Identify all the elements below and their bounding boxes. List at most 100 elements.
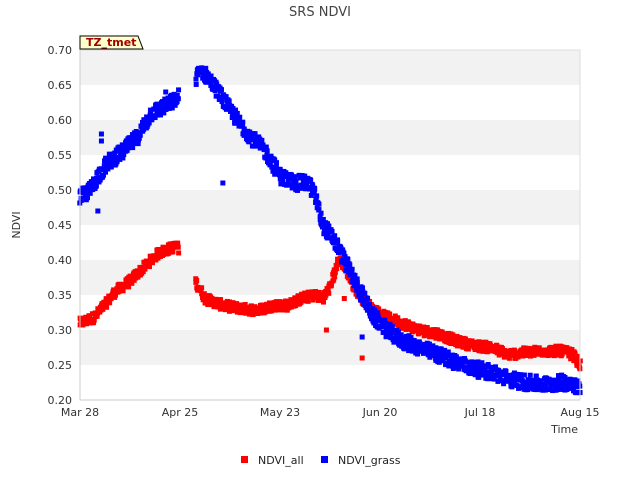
point-ndvi-grass [516, 377, 522, 383]
point-ndvi-all [246, 311, 252, 317]
point-ndvi-grass [137, 132, 143, 138]
point-ndvi-grass [142, 118, 148, 124]
point-ndvi-grass [174, 98, 180, 104]
point-ndvi-grass [316, 207, 322, 213]
point-ndvi-all [450, 332, 456, 338]
point-ndvi-all [376, 306, 382, 312]
x-tick-label: Mar 28 [61, 406, 99, 419]
point-ndvi-all [486, 348, 492, 354]
point-ndvi-grass [533, 381, 539, 387]
point-ndvi-grass [395, 329, 401, 335]
point-ndvi-grass [83, 192, 89, 198]
point-ndvi-all [288, 297, 294, 303]
point-ndvi-grass [415, 351, 421, 357]
y-tick-label: 0.50 [48, 184, 73, 197]
point-ndvi-all [126, 284, 132, 290]
point-ndvi-all [455, 343, 461, 349]
point-ndvi-grass [176, 87, 182, 93]
point-ndvi-grass [428, 347, 434, 353]
point-ndvi-grass [479, 360, 485, 366]
point-ndvi-grass [344, 261, 350, 267]
point-ndvi-grass [521, 372, 527, 378]
legend-swatch-ndvi-grass [321, 456, 328, 463]
point-ndvi-all [441, 331, 447, 337]
point-ndvi-all [367, 298, 373, 304]
x-tick-labels: Mar 28 Apr 25 May 23 Jun 20 Jul 18 Aug 15 [61, 406, 600, 419]
x-axis-title: Time [550, 423, 578, 436]
point-ndvi-grass [453, 362, 459, 368]
point-ndvi-all [129, 274, 135, 280]
point-ndvi-grass [569, 378, 575, 384]
point-ndvi-all [331, 277, 337, 283]
grid-band [80, 50, 580, 85]
point-ndvi-grass [259, 137, 265, 143]
point-ndvi-grass [525, 387, 531, 393]
point-ndvi-grass [502, 371, 508, 377]
data-points [77, 65, 583, 396]
point-ndvi-grass [92, 178, 98, 184]
point-ndvi-grass [269, 164, 275, 170]
point-ndvi-all [140, 269, 146, 275]
point-ndvi-all [390, 316, 396, 322]
point-ndvi-all [334, 266, 340, 272]
point-ndvi-grass [161, 110, 167, 116]
point-ndvi-grass [399, 339, 405, 345]
point-ndvi-grass [349, 266, 355, 272]
point-ndvi-all [149, 260, 155, 266]
point-ndvi-all [535, 351, 541, 357]
point-ndvi-grass [389, 323, 395, 329]
point-ndvi-all [323, 327, 329, 333]
y-tick-label: 0.45 [48, 219, 73, 232]
point-ndvi-all [87, 313, 93, 319]
point-ndvi-grass [550, 378, 556, 384]
legend-label-ndvi-all: NDVI_all [258, 454, 304, 467]
point-ndvi-grass [103, 169, 109, 175]
point-ndvi-grass [240, 121, 246, 127]
point-ndvi-grass [228, 109, 234, 115]
point-ndvi-all [89, 311, 95, 317]
point-ndvi-all [545, 353, 551, 359]
point-ndvi-grass [332, 233, 338, 239]
point-ndvi-grass [296, 172, 302, 178]
point-ndvi-grass [495, 378, 501, 384]
point-ndvi-grass [337, 248, 343, 254]
point-ndvi-grass [380, 329, 386, 335]
point-ndvi-grass [362, 290, 368, 296]
point-ndvi-grass [378, 317, 384, 323]
point-ndvi-grass [564, 387, 570, 393]
point-ndvi-grass [503, 368, 509, 374]
point-ndvi-grass [219, 97, 225, 103]
point-ndvi-grass [108, 164, 114, 170]
point-ndvi-grass [136, 136, 142, 142]
point-ndvi-grass [101, 172, 107, 178]
point-ndvi-grass [288, 176, 294, 182]
point-ndvi-grass [195, 72, 201, 78]
point-ndvi-grass [408, 341, 414, 347]
point-ndvi-grass [391, 329, 397, 335]
point-ndvi-grass [360, 285, 366, 291]
point-ndvi-grass [302, 180, 308, 186]
point-ndvi-all [273, 299, 279, 305]
point-ndvi-grass [162, 96, 168, 102]
point-ndvi-grass [476, 374, 482, 380]
point-ndvi-grass [174, 92, 180, 98]
point-ndvi-grass [208, 73, 214, 79]
point-ndvi-all [359, 355, 365, 361]
point-ndvi-grass [386, 328, 392, 334]
point-ndvi-grass [382, 317, 388, 323]
point-ndvi-grass [560, 379, 566, 385]
point-ndvi-all [120, 288, 126, 294]
point-ndvi-grass [111, 154, 117, 160]
point-ndvi-grass [146, 120, 152, 126]
point-ndvi-all [107, 299, 113, 305]
point-ndvi-all [162, 245, 168, 251]
y-tick-label: 0.20 [48, 394, 73, 407]
point-ndvi-all [94, 313, 100, 319]
y-tick-labels: 0.20 0.25 0.30 0.35 0.40 0.45 0.50 0.55 0.60 0.65… [48, 44, 73, 407]
point-ndvi-grass [155, 102, 161, 108]
point-ndvi-all [553, 343, 559, 349]
point-ndvi-all [478, 345, 484, 351]
point-ndvi-grass [226, 98, 232, 104]
point-ndvi-grass [131, 141, 137, 147]
point-ndvi-grass [140, 119, 146, 125]
